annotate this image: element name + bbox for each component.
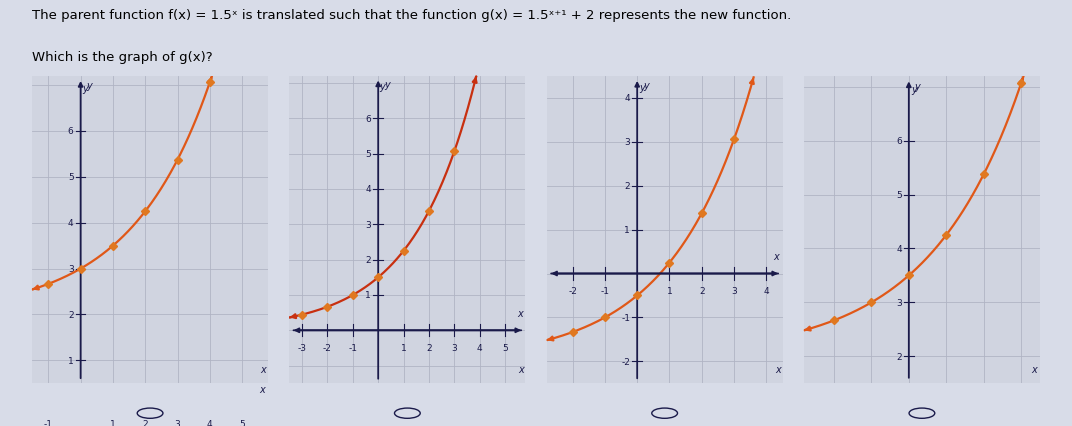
Text: 5: 5 xyxy=(502,343,508,352)
Text: 1: 1 xyxy=(667,286,672,295)
Text: Which is the graph of g(x)?: Which is the graph of g(x)? xyxy=(32,51,212,64)
Text: 5: 5 xyxy=(68,173,74,182)
Text: y: y xyxy=(911,85,917,95)
Text: y: y xyxy=(83,83,88,94)
Text: -2: -2 xyxy=(568,286,577,295)
Text: y: y xyxy=(639,83,645,93)
Text: x: x xyxy=(775,364,780,374)
Text: 1: 1 xyxy=(401,343,406,352)
Text: 4: 4 xyxy=(207,419,212,426)
Text: 1: 1 xyxy=(110,419,116,426)
Text: x: x xyxy=(517,308,523,318)
Text: 1: 1 xyxy=(366,291,371,300)
Text: 2: 2 xyxy=(366,256,371,265)
Text: 2: 2 xyxy=(426,343,432,352)
Text: 1: 1 xyxy=(68,356,74,365)
Text: y: y xyxy=(914,82,921,92)
Text: y: y xyxy=(384,80,390,90)
Text: x: x xyxy=(1031,364,1037,374)
Text: 2: 2 xyxy=(143,419,148,426)
Text: The parent function f(x) = 1.5ˣ is translated such that the function g(x) = 1.5ˣ: The parent function f(x) = 1.5ˣ is trans… xyxy=(32,9,791,21)
Text: y: y xyxy=(379,82,386,92)
Text: -2: -2 xyxy=(622,357,630,366)
Text: 3: 3 xyxy=(624,138,630,147)
Text: 3: 3 xyxy=(731,286,736,295)
Text: 4: 4 xyxy=(625,94,630,103)
Text: 6: 6 xyxy=(896,137,902,146)
Text: -1: -1 xyxy=(600,286,609,295)
Text: 5: 5 xyxy=(366,150,371,159)
Text: -2: -2 xyxy=(323,343,332,352)
Text: y: y xyxy=(643,81,649,91)
Text: 3: 3 xyxy=(68,265,74,273)
Text: -1: -1 xyxy=(348,343,357,352)
Text: 3: 3 xyxy=(896,298,902,307)
Text: x: x xyxy=(774,252,779,262)
Text: y: y xyxy=(87,81,92,91)
Text: 2: 2 xyxy=(68,310,74,319)
Text: -3: -3 xyxy=(298,343,307,352)
Text: 4: 4 xyxy=(477,343,482,352)
Text: 3: 3 xyxy=(366,220,371,229)
Text: 2: 2 xyxy=(896,352,902,361)
Text: 5: 5 xyxy=(896,190,902,199)
Text: 4: 4 xyxy=(763,286,770,295)
Text: 6: 6 xyxy=(68,127,74,136)
Text: 2: 2 xyxy=(699,286,704,295)
Text: 4: 4 xyxy=(68,219,74,227)
Text: 5: 5 xyxy=(239,419,245,426)
Text: 4: 4 xyxy=(366,185,371,194)
Text: 1: 1 xyxy=(624,225,630,235)
Text: 4: 4 xyxy=(896,245,902,253)
Text: 3: 3 xyxy=(451,343,457,352)
Text: 6: 6 xyxy=(366,115,371,124)
Text: 2: 2 xyxy=(625,182,630,191)
Text: x: x xyxy=(519,364,524,374)
Text: 3: 3 xyxy=(175,419,180,426)
Text: -1: -1 xyxy=(44,419,53,426)
Text: -1: -1 xyxy=(621,313,630,322)
Text: x: x xyxy=(260,364,266,374)
Text: x: x xyxy=(259,384,265,394)
